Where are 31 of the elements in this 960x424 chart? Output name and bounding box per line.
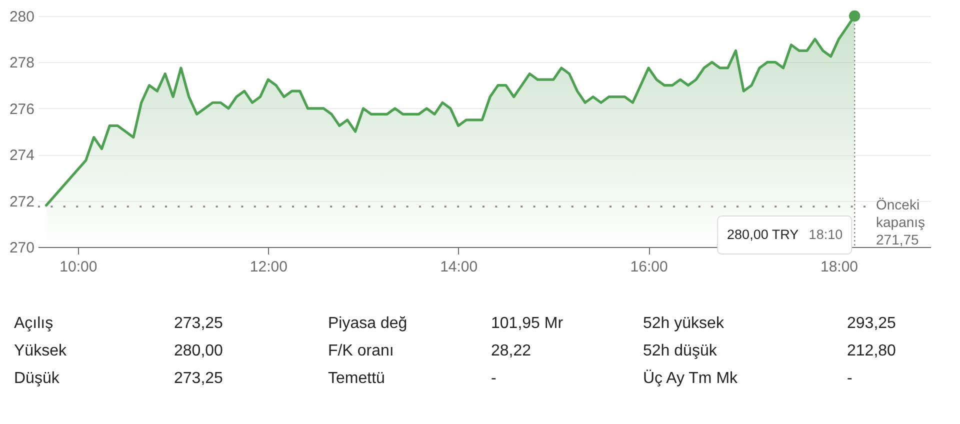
y-tick-label: 280 <box>9 8 34 26</box>
text: 280,00 <box>174 342 224 360</box>
text: 273,25 <box>174 370 224 387</box>
x-tick-label: 12:00 <box>250 258 288 276</box>
text: F/K oranı <box>328 342 394 360</box>
text: Piyasa değ <box>328 315 408 332</box>
x-tick-label: 18:00 <box>820 258 858 276</box>
text: 273,25 <box>174 315 224 332</box>
x-tick-label: 10:00 <box>60 258 98 276</box>
text: 101,95 Mr <box>491 315 564 332</box>
ref-line-label: Önceki kapanış 271,75 <box>876 196 926 248</box>
text: - <box>847 370 852 387</box>
y-tick-label: 278 <box>9 54 34 72</box>
text: 28,22 <box>491 342 532 360</box>
text: Yüksek <box>14 342 68 360</box>
text: 52h yüksek <box>643 315 725 332</box>
annotation: 280,00 TRY 18:10 <box>727 227 843 242</box>
x-tick-label: 14:00 <box>440 258 478 276</box>
x-tick-label: 16:00 <box>630 258 668 276</box>
text: - <box>491 370 496 387</box>
text: Düşük <box>14 370 60 387</box>
y-tick-label: 272 <box>9 193 34 210</box>
text: Üç Ay Tm Mk <box>643 369 739 387</box>
y-tick-label: 276 <box>9 100 34 118</box>
y-tick-label: 270 <box>9 240 34 256</box>
text: Temettü <box>328 370 385 387</box>
y-tick-label: 274 <box>9 147 34 164</box>
text: 52h düşük <box>643 342 718 360</box>
text: Açılış <box>14 315 54 332</box>
text: 212,80 <box>847 342 896 360</box>
text: 293,25 <box>847 315 896 332</box>
